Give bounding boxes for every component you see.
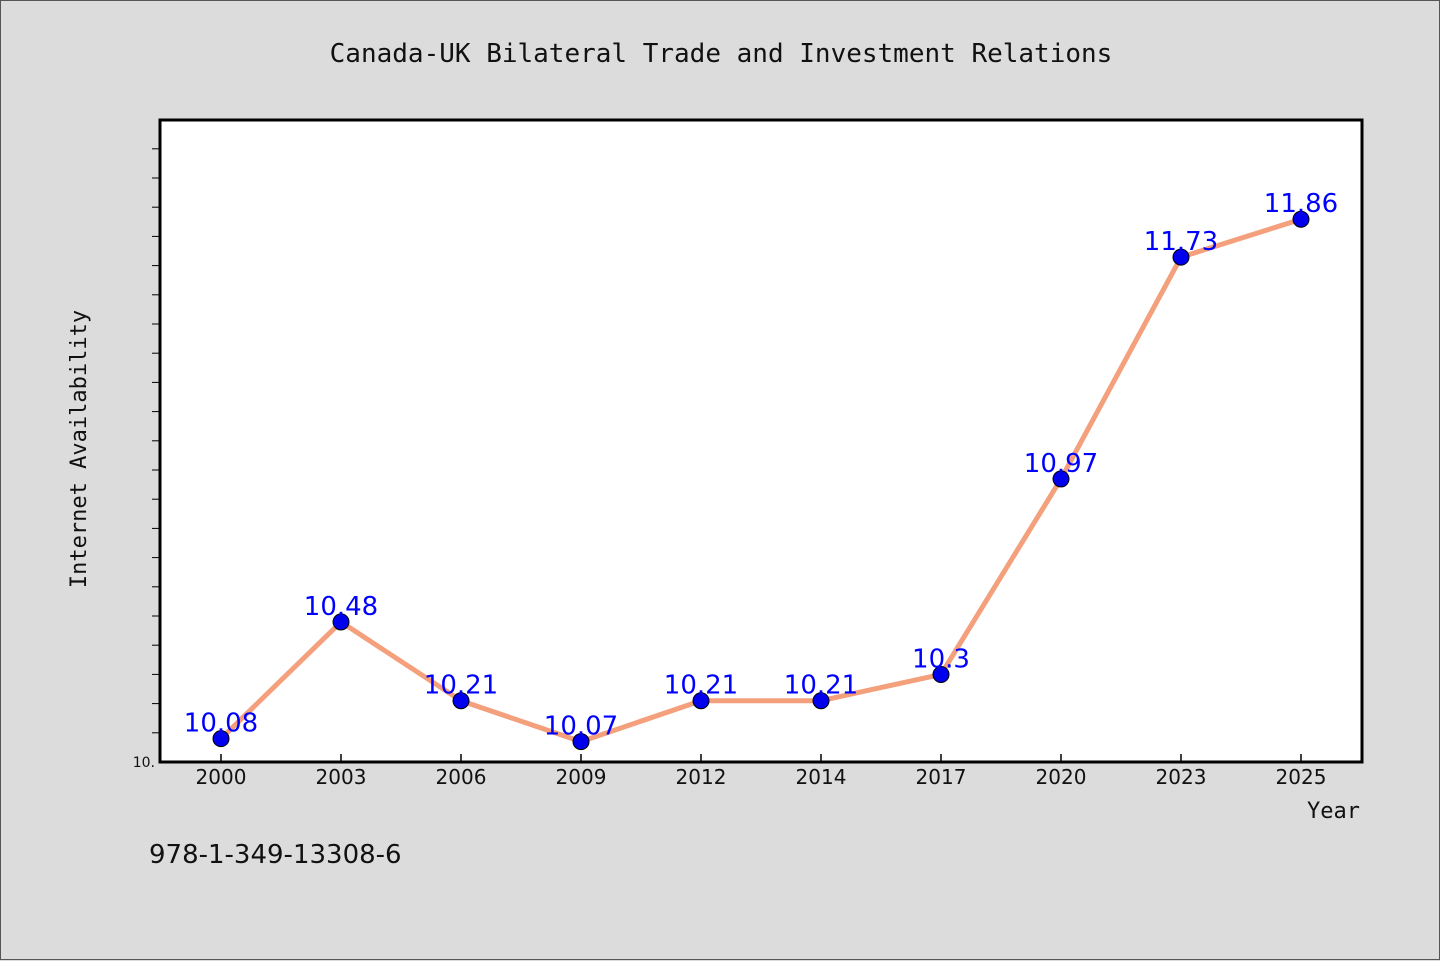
plot-area <box>158 118 1364 764</box>
x-tick-label: 2017 <box>916 765 967 789</box>
data-label: 10.21 <box>784 671 858 701</box>
y-axis-min-label: 10. <box>133 755 155 771</box>
data-point <box>452 692 470 710</box>
x-tick-label: 2009 <box>556 765 607 789</box>
data-point <box>1292 210 1310 228</box>
isbn-annotation: 978-1-349-13308-6 <box>149 840 402 870</box>
data-point <box>332 613 350 631</box>
x-tick-label: 2025 <box>1276 765 1327 789</box>
x-tick-label: 2014 <box>796 765 847 789</box>
series-group: 10.08 10.48 10.21 10.07 10.21 10.21 10.3 10.97 1… <box>184 189 1338 751</box>
x-axis-ticks: 2000 2003 2006 2009 2012 2014 2017 2020 2023 2025 <box>196 754 1327 789</box>
chart-title: Canada-UK Bilateral Trade and Investment… <box>330 39 1113 69</box>
x-tick-label: 2003 <box>316 765 367 789</box>
data-point <box>212 730 230 748</box>
data-label: 11.73 <box>1144 227 1218 257</box>
data-label: 10.21 <box>664 671 738 701</box>
data-label: 10.97 <box>1024 449 1098 479</box>
data-point <box>812 692 830 710</box>
data-point <box>932 665 950 683</box>
data-label: 10.48 <box>304 592 378 622</box>
data-point <box>572 733 590 751</box>
data-label: 10.08 <box>184 709 258 739</box>
data-label: 10.21 <box>424 671 498 701</box>
series-line <box>218 216 1304 745</box>
data-label: 10.07 <box>544 712 618 742</box>
data-point <box>1172 248 1190 266</box>
x-tick-label: 2012 <box>676 765 727 789</box>
data-label: 10.3 <box>912 644 970 674</box>
x-tick-label: 2020 <box>1036 765 1087 789</box>
data-label: 11.86 <box>1264 189 1338 219</box>
data-point <box>1052 470 1070 488</box>
data-point <box>692 692 710 710</box>
y-axis-label: Internet Availability <box>67 310 92 588</box>
x-axis-label: Year <box>1307 799 1360 824</box>
y-axis-ticks <box>152 148 160 734</box>
x-tick-label: 2006 <box>436 765 487 789</box>
x-tick-label: 2000 <box>196 765 247 789</box>
x-tick-label: 2023 <box>1156 765 1207 789</box>
